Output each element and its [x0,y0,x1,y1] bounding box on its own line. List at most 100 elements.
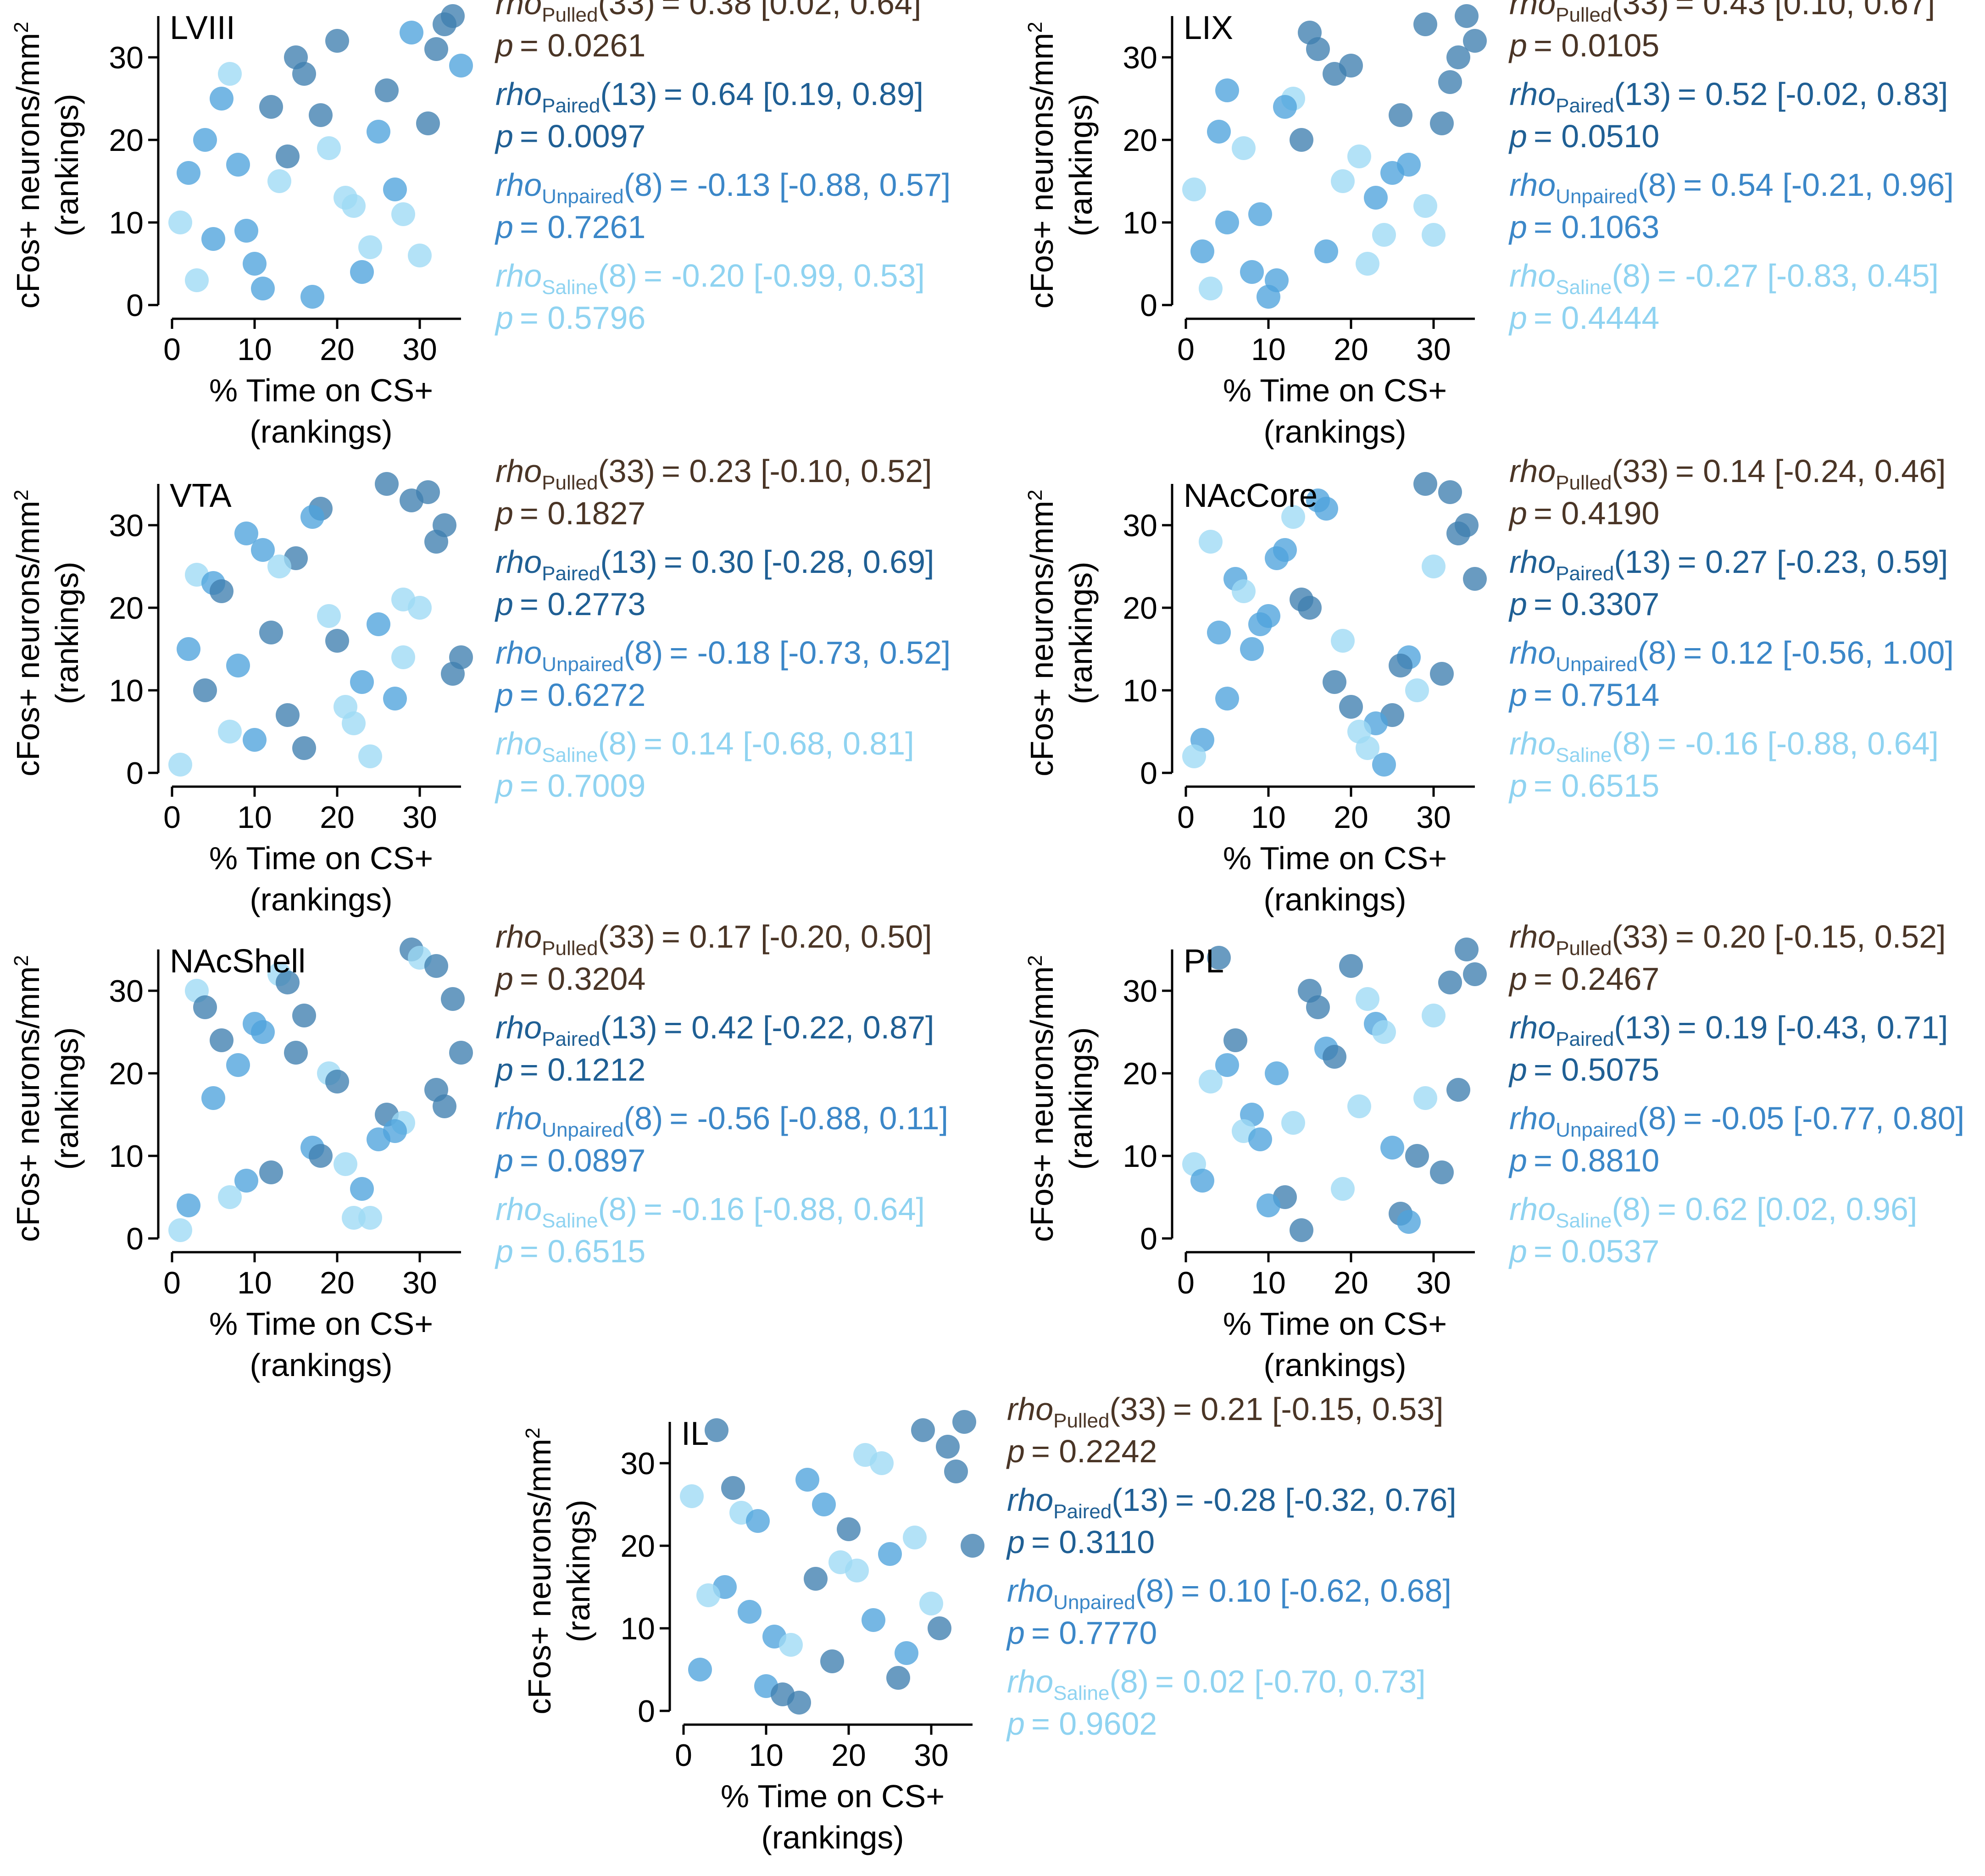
stat-rho-unpaired: rhoUnpaired(8) = -0.05 [-0.77, 0.80] [1509,1100,1964,1141]
stat-p-saline: p = 0.6515 [1508,768,1659,804]
rho-symbol: rho [495,919,542,955]
stat-rho-paired: rhoPaired(13) = 0.30 [-0.28, 0.69] [495,544,934,585]
scatter-point [292,1004,316,1027]
scatter-point [218,62,242,86]
scatter-point [1215,78,1239,102]
rho-value: = -0.27 [-0.83, 0.45] [1657,258,1939,294]
scatter-point [259,621,283,644]
panel-title: VTA [170,477,232,514]
scatter-point [1248,612,1272,636]
x-tick-label: 0 [1177,800,1195,835]
x-axis-label: % Time on CS+ [209,1306,433,1342]
group-subscript: Saline [1556,744,1612,766]
scatter-point [449,54,473,78]
x-tick-label: 20 [1334,1265,1368,1300]
scatter-point [400,488,423,512]
group-subscript: Pulled [542,472,598,494]
sample-size: (33) [1612,919,1668,955]
p-value: = 0.4444 [1534,300,1659,336]
y-axis-label: cFos+ neurons/mm2 [1024,955,1060,1242]
scatter-point [1364,186,1388,210]
y-tick-label: 0 [1140,756,1157,791]
scatter-point [911,1418,935,1442]
y-axis-label-superscript: 2 [1024,955,1046,966]
stat-rho-paired: rhoPaired(13) = 0.19 [-0.43, 0.71] [1509,1010,1948,1050]
scatter-point [1430,1160,1454,1184]
scatter-point [837,1517,861,1541]
scatter-point [367,1127,390,1151]
scatter-point [234,219,258,243]
scatter-point [218,720,242,744]
y-tick-label: 30 [109,974,144,1009]
scatter-point [416,111,440,135]
panel-title: LIX [1184,10,1233,46]
rho-symbol: rho [1007,1573,1053,1609]
scatter-point [334,1152,357,1176]
rho-symbol: rho [1509,635,1556,671]
rho-value: = -0.16 [-0.88, 0.64] [1657,726,1939,761]
scatter-point [317,136,341,160]
scatter-point [1380,161,1404,185]
x-axis-label-sub: (rankings) [1263,414,1406,450]
group-subscript: Pulled [1556,472,1612,494]
y-axis-label-text: cFos+ neurons/mm [1024,33,1060,309]
x-tick-label: 30 [402,1265,437,1300]
p-symbol: p [1006,1433,1025,1469]
scatter-point [1298,596,1322,620]
scatter-point [1405,1144,1429,1168]
scatter-point [1314,497,1338,521]
rho-value: = 0.19 [-0.43, 0.71] [1678,1010,1948,1045]
scatter-point [812,1493,836,1516]
y-tick-label: 20 [109,1056,144,1091]
scatter-point [276,144,300,168]
y-tick-label: 20 [1123,123,1157,158]
p-symbol: p [1508,1052,1527,1088]
p-value: = 0.7261 [520,209,645,245]
group-subscript: Paired [542,562,600,585]
rho-value: = 0.14 [-0.68, 0.81] [644,726,914,761]
scatter-point [1422,1004,1446,1027]
scatter-point [276,971,300,994]
sample-size: (13) [600,544,657,580]
sample-size: (8) [1638,635,1677,671]
scatter-point [1190,1169,1214,1193]
stat-p-saline: p = 0.0537 [1508,1233,1659,1269]
x-tick-label: 20 [831,1738,866,1773]
p-value: = 0.9602 [1031,1706,1157,1742]
group-subscript: Unpaired [542,653,624,676]
stat-rho-saline: rhoSaline(8) = 0.62 [0.02, 0.96] [1509,1191,1917,1232]
y-axis-label-text: cFos+ neurons/mm [10,501,46,777]
panel-title: IL [681,1415,709,1452]
y-tick-label: 10 [1123,205,1157,240]
p-symbol: p [495,209,513,245]
scatter-point [391,202,415,226]
stat-p-unpaired: p = 0.0897 [495,1143,645,1178]
rho-value: = 0.20 [-0.15, 0.52] [1675,919,1946,955]
y-axis-label-sub: (rankings) [49,561,85,704]
group-subscript: Unpaired [542,185,624,208]
p-symbol: p [495,961,513,997]
scatter-point [1339,695,1363,719]
x-tick-label: 20 [320,800,355,835]
scatter-point [928,1616,951,1640]
rho-symbol: rho [495,0,542,21]
panel-title: NAcShell [170,943,306,980]
scatter-point [424,530,448,554]
scatter-point [862,1608,885,1632]
scatter-point [358,1206,382,1230]
scatter-point [367,612,390,636]
panel-title: NAcCore [1184,477,1318,514]
scatter-point [424,954,448,978]
stat-rho-unpaired: rhoUnpaired(8) = -0.18 [-0.73, 0.52] [495,635,951,676]
p-symbol: p [1508,677,1527,713]
scatter-point [845,1559,869,1582]
stat-p-pulled: p = 0.0261 [495,28,645,63]
y-tick-label: 10 [620,1611,655,1646]
y-axis-label-sub: (rankings) [49,1027,85,1170]
scatter-point [1455,938,1479,961]
rho-symbol: rho [1509,258,1556,294]
rho-value: = 0.38 [0.02, 0.64] [662,0,921,21]
scatter-point [820,1649,844,1673]
